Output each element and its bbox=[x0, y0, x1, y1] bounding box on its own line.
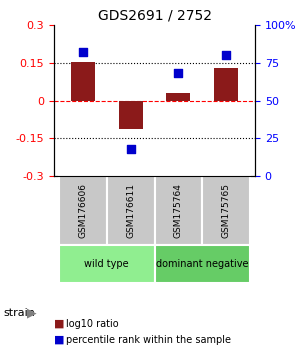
Text: GSM175764: GSM175764 bbox=[174, 183, 183, 238]
FancyBboxPatch shape bbox=[202, 176, 250, 245]
FancyBboxPatch shape bbox=[59, 245, 154, 283]
Bar bbox=[214, 68, 238, 101]
Bar bbox=[118, 101, 142, 129]
Point bbox=[176, 70, 181, 76]
Text: strain: strain bbox=[3, 308, 35, 318]
Title: GDS2691 / 2752: GDS2691 / 2752 bbox=[98, 8, 212, 22]
Text: percentile rank within the sample: percentile rank within the sample bbox=[66, 335, 231, 345]
Text: GSM175765: GSM175765 bbox=[222, 183, 231, 238]
Bar bbox=[167, 93, 191, 101]
Text: dominant negative: dominant negative bbox=[156, 259, 249, 269]
Text: ▶: ▶ bbox=[27, 307, 37, 320]
FancyBboxPatch shape bbox=[59, 176, 106, 245]
Text: ■: ■ bbox=[54, 319, 64, 329]
Text: wild type: wild type bbox=[84, 259, 129, 269]
Text: log10 ratio: log10 ratio bbox=[66, 319, 118, 329]
FancyBboxPatch shape bbox=[154, 176, 202, 245]
Point bbox=[128, 146, 133, 152]
Text: ■: ■ bbox=[54, 335, 64, 345]
Text: GSM176606: GSM176606 bbox=[78, 183, 87, 238]
Text: GSM176611: GSM176611 bbox=[126, 183, 135, 238]
Point bbox=[80, 49, 85, 55]
Bar bbox=[71, 62, 95, 101]
FancyBboxPatch shape bbox=[106, 176, 154, 245]
FancyBboxPatch shape bbox=[154, 245, 250, 283]
Point bbox=[224, 52, 229, 58]
